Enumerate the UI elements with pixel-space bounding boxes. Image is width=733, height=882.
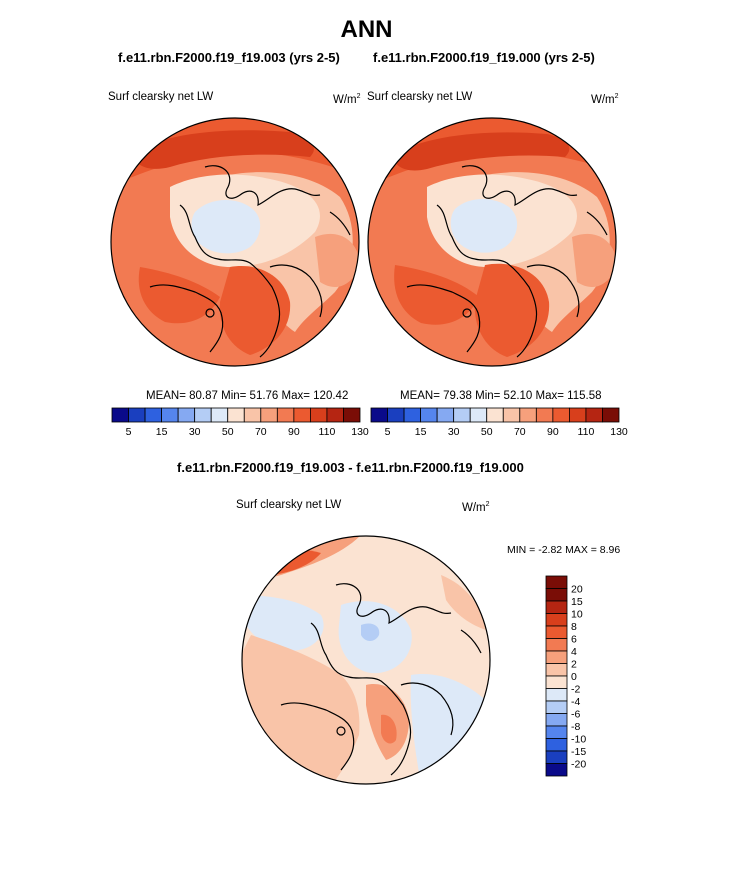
colorbar2-swatch xyxy=(519,407,537,423)
colorbar3-swatch xyxy=(545,738,568,752)
colorbar3-swatch xyxy=(545,600,568,614)
diff-units: W/m2 xyxy=(462,501,490,514)
colorbar1-swatch xyxy=(326,407,344,423)
colorbar1-swatch xyxy=(111,407,129,423)
colorbar3-swatch xyxy=(545,575,568,589)
colorbar3-tick-label: 20 xyxy=(571,584,583,596)
colorbar3-swatch xyxy=(545,725,568,739)
colorbar3-tick-label: -4 xyxy=(571,696,580,708)
colorbar2-swatch xyxy=(552,407,570,423)
colorbar1-tick-label: 5 xyxy=(126,426,132,438)
colorbar2-tick-label: 110 xyxy=(578,426,595,438)
colorbar3-swatch xyxy=(545,588,568,602)
colorbar1-tick-label: 70 xyxy=(255,426,267,438)
colorbar-panel1: 5 15 30 50 70 90 110 130 xyxy=(111,407,369,438)
colorbar1-swatch xyxy=(227,407,245,423)
diff-field-label: Surf clearsky net LW xyxy=(236,499,342,511)
colorbar3-tick-label: 2 xyxy=(571,659,577,671)
panel2-units: W/m2 xyxy=(591,93,619,106)
colorbar3-tick-label: -20 xyxy=(571,759,586,771)
map-panel1 xyxy=(110,117,360,367)
colorbar3-tick-label: -2 xyxy=(571,684,580,696)
map-panel2 xyxy=(367,117,617,367)
panel1-stats: MEAN= 80.87 Min= 51.76 Max= 120.42 xyxy=(146,390,349,402)
colorbar3-swatch xyxy=(545,763,568,777)
colorbar3-tick-label: 10 xyxy=(571,609,583,621)
colorbar2-swatch xyxy=(585,407,603,423)
colorbar3-tick-label: 4 xyxy=(571,646,577,658)
colorbar1-swatch xyxy=(243,407,262,423)
panel1-units: W/m2 xyxy=(333,93,361,106)
colorbar2-swatch xyxy=(469,407,488,423)
colorbar2-swatch xyxy=(486,407,504,423)
colorbar3-swatch xyxy=(545,625,568,639)
colorbar1-tick-label: 110 xyxy=(319,426,336,438)
diff-minmax: MIN = -2.82 MAX = 8.96 xyxy=(507,544,621,556)
colorbar2-swatch xyxy=(370,407,388,423)
colorbar1-swatch xyxy=(161,407,179,423)
colorbar1-tick-label: 90 xyxy=(288,426,300,438)
colorbar2-tick-label: 15 xyxy=(415,426,427,438)
colorbar2-swatch xyxy=(436,407,455,423)
colorbar2-tick-label: 30 xyxy=(448,426,460,438)
panel2-case-title: f.e11.rbn.F2000.f19_f19.000 (yrs 2-5) xyxy=(373,50,595,65)
colorbar2-swatch xyxy=(403,407,421,423)
colorbar1-swatch xyxy=(343,407,361,423)
colorbar2-swatch xyxy=(602,407,620,423)
panel2-stats: MEAN= 79.38 Min= 52.10 Max= 115.58 xyxy=(400,390,602,402)
colorbar3-swatch xyxy=(545,700,568,714)
colorbar2-tick-label: 50 xyxy=(481,426,493,438)
colorbar2-tick-label: 5 xyxy=(385,426,391,438)
colorbar3-swatch xyxy=(545,675,568,689)
map-difference xyxy=(241,535,491,785)
colorbar2-swatch xyxy=(568,407,587,423)
panel1-field-label: Surf clearsky net LW xyxy=(108,91,214,103)
colorbar1-swatch xyxy=(128,407,146,423)
colorbar3-swatch xyxy=(545,663,568,677)
colorbar1-tick-label: 15 xyxy=(156,426,168,438)
panel2-field-label: Surf clearsky net LW xyxy=(367,91,473,103)
colorbar3-tick-label: -6 xyxy=(571,709,580,721)
colorbar1-swatch xyxy=(293,407,311,423)
colorbar3-tick-label: -8 xyxy=(571,721,580,733)
colorbar1-tick-label: 30 xyxy=(189,426,201,438)
colorbar2-swatch xyxy=(535,407,554,423)
colorbar1-swatch xyxy=(309,407,328,423)
colorbar3-swatch xyxy=(545,650,568,664)
colorbar2-swatch xyxy=(420,407,438,423)
colorbar3-swatch xyxy=(545,750,568,764)
colorbar3-tick-label: 8 xyxy=(571,621,577,633)
colorbar1-swatch xyxy=(260,407,278,423)
colorbar2-tick-label: 70 xyxy=(514,426,526,438)
diff-title: f.e11.rbn.F2000.f19_f19.003 - f.e11.rbn.… xyxy=(177,460,524,475)
page-title: ANN xyxy=(340,16,393,43)
colorbar1-swatch xyxy=(194,407,212,423)
colorbar2-tick-label: 130 xyxy=(610,426,628,438)
colorbar3-swatch xyxy=(545,613,568,627)
colorbar-panel2: 5 15 30 50 70 90 110 130 xyxy=(370,407,628,438)
colorbar1-tick-label: 130 xyxy=(351,426,369,438)
colorbar2-swatch xyxy=(387,407,405,423)
colorbar3-tick-label: 6 xyxy=(571,634,577,646)
colorbar2-swatch xyxy=(502,407,521,423)
colorbar1-swatch xyxy=(276,407,295,423)
colorbar2-swatch xyxy=(453,407,471,423)
colorbar3-tick-label: -10 xyxy=(571,734,586,746)
colorbar2-tick-label: 90 xyxy=(547,426,559,438)
colorbar1-tick-label: 50 xyxy=(222,426,234,438)
colorbar1-swatch xyxy=(177,407,196,423)
colorbar3-tick-label: 0 xyxy=(571,671,577,683)
colorbar1-swatch xyxy=(144,407,162,423)
colorbar3-swatch xyxy=(545,638,568,652)
colorbar3-tick-label: -15 xyxy=(571,746,586,758)
colorbar3-swatch xyxy=(545,688,568,702)
colorbar1-swatch xyxy=(210,407,229,423)
colorbar3-swatch xyxy=(545,713,568,727)
panel1-case-title: f.e11.rbn.F2000.f19_f19.003 (yrs 2-5) xyxy=(118,50,340,65)
colorbar3-tick-label: 15 xyxy=(571,596,583,608)
